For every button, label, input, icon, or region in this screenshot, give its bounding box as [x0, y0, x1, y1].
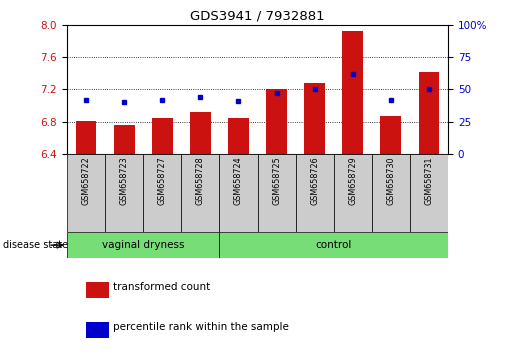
Bar [86, 322, 109, 338]
Text: disease state: disease state [3, 240, 67, 250]
Bar [334, 154, 372, 232]
Title: GDS3941 / 7932881: GDS3941 / 7932881 [190, 9, 325, 22]
Bar [219, 154, 258, 232]
Bar [105, 154, 143, 232]
Bar [372, 154, 410, 232]
Text: transformed count: transformed count [113, 282, 210, 292]
Text: GSM658729: GSM658729 [348, 156, 357, 205]
Bar [228, 119, 249, 154]
Bar [181, 154, 219, 232]
Bar [152, 119, 173, 154]
Bar [258, 154, 296, 232]
Text: percentile rank within the sample: percentile rank within the sample [113, 321, 288, 332]
Text: vaginal dryness: vaginal dryness [102, 240, 184, 250]
Bar [296, 154, 334, 232]
Bar [86, 282, 109, 298]
Text: GSM658722: GSM658722 [81, 156, 91, 205]
Bar [67, 154, 105, 232]
Bar [266, 88, 287, 154]
Text: GSM658730: GSM658730 [386, 156, 396, 205]
Text: GSM658723: GSM658723 [119, 156, 129, 205]
Text: GSM658724: GSM658724 [234, 156, 243, 205]
Bar [419, 72, 439, 154]
Bar [381, 116, 401, 154]
Bar [410, 154, 448, 232]
Text: GSM658727: GSM658727 [158, 156, 167, 205]
Text: GSM658731: GSM658731 [424, 156, 434, 205]
Bar [342, 31, 363, 154]
Bar [76, 121, 96, 154]
Text: GSM658728: GSM658728 [196, 156, 205, 205]
Text: control: control [316, 240, 352, 250]
Bar [219, 232, 448, 258]
Bar [143, 154, 181, 232]
Bar [190, 112, 211, 154]
Bar [304, 83, 325, 154]
Bar [67, 232, 219, 258]
Text: GSM658726: GSM658726 [310, 156, 319, 205]
Text: GSM658725: GSM658725 [272, 156, 281, 205]
Bar [114, 125, 134, 154]
